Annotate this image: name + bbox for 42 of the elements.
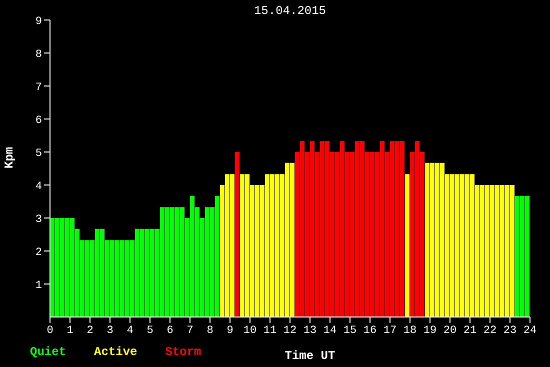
x-tick-label: 21 [463, 324, 477, 337]
bar [235, 152, 240, 317]
bar [405, 174, 410, 317]
y-tick-label: 7 [35, 82, 42, 94]
y-tick-label: 5 [35, 148, 42, 160]
x-tick-label: 11 [263, 324, 277, 337]
x-tick-label: 6 [166, 324, 174, 337]
y-tick-label: 9 [35, 16, 42, 28]
x-tick-label: 16 [363, 324, 377, 337]
x-tick-label: 0 [46, 324, 54, 337]
x-tick-label: 1 [66, 324, 74, 337]
x-tick-label: 9 [226, 324, 234, 337]
x-tick-label: 19 [423, 324, 437, 337]
x-tick-label: 4 [126, 324, 134, 337]
x-tick-label: 7 [186, 324, 194, 337]
x-axis-title: Time UT [284, 349, 336, 363]
text: Storm [165, 345, 202, 359]
y-axis-title: Kpm [2, 146, 16, 168]
x-tick-label: 17 [383, 324, 397, 337]
x-tick-label: 10 [243, 324, 257, 337]
x-tick-label: 20 [443, 324, 457, 337]
x-tick-label: 5 [146, 324, 154, 337]
text: Active [94, 345, 138, 359]
y-tick-label: 6 [35, 114, 42, 127]
x-tick-label: 2 [86, 324, 94, 337]
y-tick-label: 1 [35, 280, 42, 292]
x-tick-label: 23 [503, 324, 517, 337]
x-tick-label: 3 [106, 324, 114, 337]
x-tick-label: 24 [523, 324, 537, 337]
x-tick-label: 14 [323, 324, 337, 337]
x-tick-label: 22 [483, 324, 497, 337]
x-tick-label: 12 [283, 324, 297, 337]
x-tick-label: 15 [343, 324, 357, 337]
x-tick-label: 8 [206, 324, 214, 337]
y-tick-label: 2 [35, 246, 42, 259]
y-tick-label: 8 [35, 48, 42, 61]
x-tick-label: 13 [303, 324, 317, 337]
chart-title: 15.04.2015 [252, 4, 327, 18]
y-tick-label: 3 [35, 214, 42, 226]
text: Quiet [30, 345, 66, 359]
y-tick-label: 4 [35, 180, 42, 193]
x-tick-label: 18 [403, 324, 417, 337]
